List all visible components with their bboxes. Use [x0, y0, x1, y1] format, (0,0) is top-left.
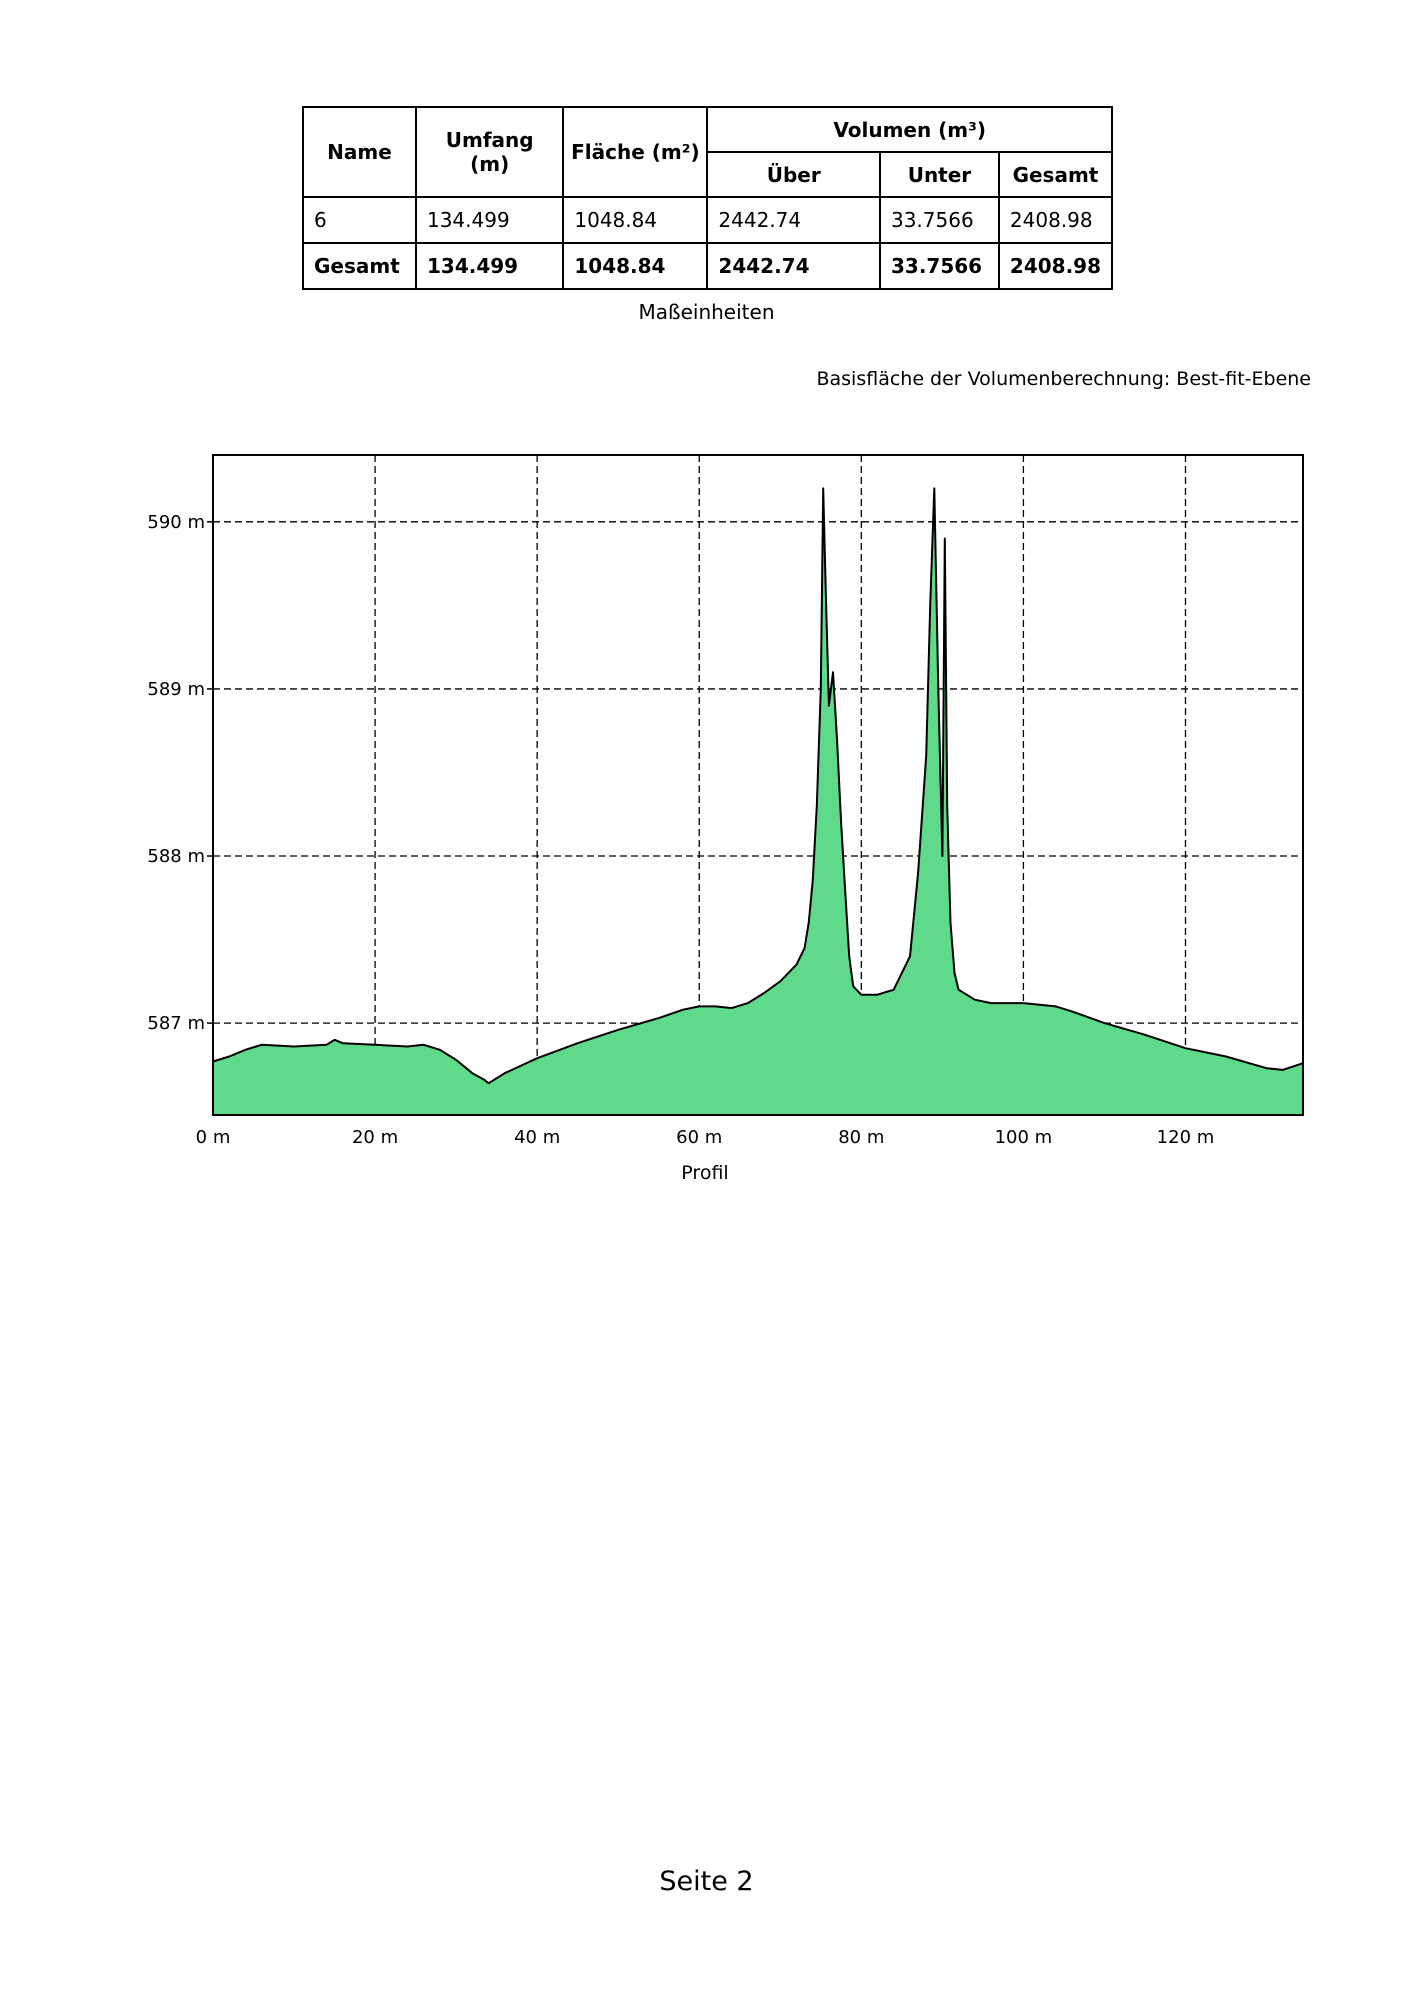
profile-chart: 0 m 20 m 40 m 60 m 80 m 100 m 120 m 587 m 588 m 5… — [147, 454, 1304, 1184]
page-number: Seite 2 — [659, 1866, 754, 1897]
tick-layer: 0 m 20 m 40 m 60 m 80 m 100 m 120 m 587 m 588 m 5… — [147, 512, 1214, 1148]
y-tick-label: 588 m — [147, 846, 205, 867]
x-tick-label: 60 m — [676, 1127, 722, 1148]
x-tick-label: 120 m — [1157, 1127, 1215, 1148]
y-tick-label: 589 m — [147, 679, 205, 700]
total-name: Gesamt — [302, 242, 417, 290]
profile-line — [212, 487, 1304, 1085]
cell-unter: 33.7566 — [878, 196, 1000, 244]
plot-border — [212, 454, 1304, 1116]
header-name: Name — [302, 106, 417, 198]
table-total-row: Gesamt 134.499 1048.84 2442.74 33.7566 2… — [302, 242, 1114, 290]
x-tick-label: 0 m — [196, 1127, 231, 1148]
profile-area — [213, 488, 1303, 1115]
y-tick-label: 590 m — [147, 512, 205, 533]
header-umfang: Umfang (m) — [414, 106, 565, 198]
x-tick-label: 20 m — [352, 1127, 398, 1148]
cell-umfang: 134.499 — [414, 196, 565, 244]
cell-flaeche: 1048.84 — [562, 196, 709, 244]
header-flaeche: Fläche (m²) — [562, 106, 709, 198]
cell-name: 6 — [302, 196, 417, 244]
header-volumen: Volumen (m³) — [706, 106, 1113, 153]
total-ueber: 2442.74 — [706, 242, 881, 290]
total-flaeche: 1048.84 — [562, 242, 709, 290]
y-tick-label: 587 m — [147, 1013, 205, 1034]
header-unter: Unter — [878, 151, 1000, 198]
units-caption: Maßeinheiten — [638, 300, 775, 324]
table-subheader-row: Über Unter Gesamt — [303, 151, 1114, 198]
header-ueber: Über — [706, 151, 881, 198]
header-gesamt: Gesamt — [997, 151, 1114, 198]
x-tick-label: 40 m — [514, 1127, 560, 1148]
cell-ueber: 2442.74 — [706, 196, 881, 244]
total-gesamt: 2408.98 — [997, 242, 1114, 290]
cell-gesamt: 2408.98 — [997, 196, 1114, 244]
x-tick-label: 100 m — [995, 1127, 1053, 1148]
total-umfang: 134.499 — [414, 242, 565, 290]
table-row: 6 134.499 1048.84 2442.74 33.7566 2408.9… — [302, 196, 1114, 244]
volume-table: Name Umfang (m) Fläche (m²) Volumen (m³)… — [302, 106, 1114, 290]
basis-note: Basisfläche der Volumenberechnung: Best-… — [816, 368, 1311, 390]
x-tick-label: 80 m — [838, 1127, 884, 1148]
x-axis-label: Profil — [681, 1162, 728, 1184]
table-header-row: Name Umfang (m) Fläche (m²) Volumen (m³) — [302, 106, 1113, 198]
total-unter: 33.7566 — [878, 242, 1000, 290]
